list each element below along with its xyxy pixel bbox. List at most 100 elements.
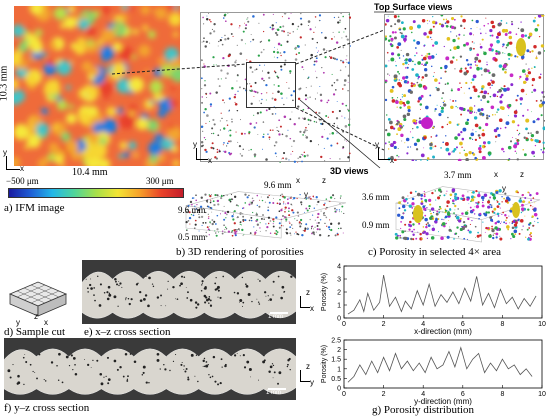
pore [209, 195, 212, 198]
cross-section-pore [233, 354, 237, 357]
pore [474, 64, 477, 66]
pore [275, 28, 277, 30]
pore [419, 103, 423, 106]
pore [415, 237, 418, 240]
cross-section-pore [241, 276, 244, 279]
pore [329, 133, 331, 135]
pore [329, 55, 331, 57]
pore [313, 207, 315, 209]
pore [496, 95, 499, 98]
pore [279, 194, 282, 196]
pore [286, 97, 288, 99]
pore [457, 208, 459, 210]
pore [479, 91, 481, 94]
pore [524, 215, 526, 217]
ifm-blob [132, 55, 137, 60]
pore [491, 210, 494, 213]
pore [208, 216, 210, 218]
cross-section-pore [142, 371, 145, 374]
pore [450, 105, 454, 110]
pore [324, 56, 327, 59]
pore [476, 234, 480, 238]
pore [203, 37, 205, 39]
pore [445, 24, 449, 28]
pore [394, 23, 397, 26]
pore [497, 133, 501, 137]
slab-front [185, 205, 282, 239]
pore [263, 133, 265, 136]
pore [480, 67, 483, 70]
pore [410, 82, 413, 85]
pore [305, 126, 307, 129]
pore [454, 136, 458, 140]
pore [527, 69, 529, 72]
pore [488, 234, 492, 238]
pore [426, 157, 430, 160]
pore [533, 88, 537, 92]
pore [236, 217, 238, 219]
pore [347, 109, 350, 112]
pore [401, 237, 403, 239]
pore [505, 222, 507, 225]
pore [473, 196, 476, 199]
pore [451, 87, 453, 89]
pore [315, 231, 317, 233]
pore [538, 103, 543, 108]
pore [323, 147, 325, 149]
pore [280, 218, 283, 221]
pore [208, 225, 210, 227]
pore [455, 146, 458, 149]
cross-section-pore [94, 299, 96, 302]
pore [318, 233, 322, 237]
pore [483, 51, 485, 52]
pore [530, 132, 532, 134]
pore [226, 210, 230, 214]
pore [527, 71, 532, 75]
pore [228, 198, 232, 201]
pore [315, 70, 316, 72]
pore [240, 38, 244, 42]
pore [283, 201, 285, 203]
pore [429, 229, 431, 231]
pore [234, 93, 237, 96]
pore [409, 220, 412, 224]
pore [493, 207, 497, 211]
ifm-blob [74, 43, 86, 55]
cross-section-pore [208, 302, 210, 304]
pore [513, 229, 518, 234]
pore [394, 124, 397, 126]
pore [205, 211, 207, 214]
pore [321, 32, 323, 34]
pore [222, 210, 224, 212]
pore [492, 196, 497, 200]
pore [233, 210, 236, 213]
pore [242, 218, 245, 222]
pore [326, 206, 328, 209]
pore [483, 193, 488, 197]
cross-section-pore [114, 278, 117, 281]
pore [344, 27, 347, 30]
pore [293, 123, 296, 126]
pore [453, 147, 457, 151]
series-line [347, 275, 537, 315]
pore [477, 95, 480, 98]
cross-section-pore [277, 275, 280, 278]
pore [432, 126, 435, 129]
ifm-blob [99, 81, 113, 96]
pore [314, 26, 316, 28]
pore [414, 54, 416, 57]
y-tick-label: 0.5 [331, 376, 341, 383]
c3d-axis-y: y [502, 184, 506, 193]
pore [420, 153, 425, 158]
pore [239, 25, 241, 27]
pore [540, 99, 543, 102]
pore [467, 191, 469, 193]
pore [286, 40, 289, 43]
pore [527, 237, 530, 241]
pore [319, 20, 321, 21]
pore [531, 84, 534, 87]
pore [497, 228, 500, 231]
pore [328, 234, 330, 237]
pore [322, 71, 325, 74]
pore [274, 71, 277, 74]
